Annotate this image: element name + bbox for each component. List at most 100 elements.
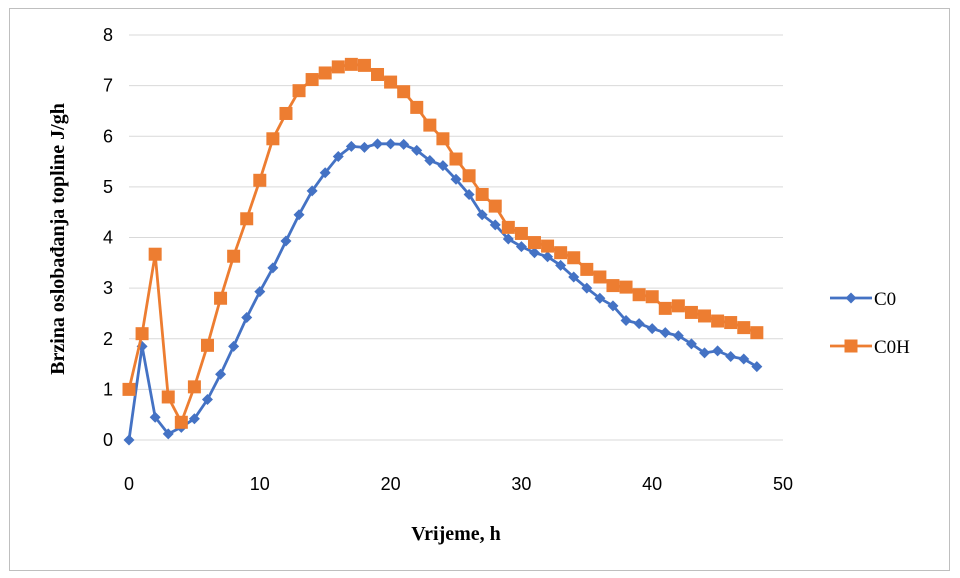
data-point [187, 380, 201, 394]
data-point [371, 67, 385, 81]
series-layer [122, 57, 764, 446]
y-tick-label: 6 [103, 126, 113, 146]
data-point [161, 390, 175, 404]
data-point [737, 321, 751, 335]
tick-labels: 0 1 2 3 4 5 6 7 8 0 10 20 30 40 50 [103, 25, 793, 494]
data-point [594, 292, 606, 304]
data-point [424, 155, 436, 167]
data-point [188, 413, 200, 425]
data-point [241, 311, 253, 323]
data-point [632, 288, 646, 302]
data-point [488, 199, 502, 213]
data-point [266, 132, 280, 146]
data-point [372, 138, 384, 150]
data-point [332, 151, 344, 162]
x-tick-label: 0 [124, 474, 134, 494]
data-point [135, 327, 149, 341]
data-point [357, 58, 371, 72]
y-tick-label: 1 [103, 379, 113, 399]
data-point [201, 394, 213, 405]
data-point [567, 251, 581, 265]
legend-label: C0 [874, 289, 896, 310]
data-point [738, 353, 750, 365]
data-point [658, 301, 672, 315]
data-point [619, 280, 633, 294]
data-point [305, 73, 319, 87]
legend-marker [844, 339, 858, 353]
y-tick-label: 7 [103, 76, 113, 96]
x-tick-label: 30 [511, 474, 531, 494]
data-point [318, 66, 332, 80]
data-point [751, 361, 763, 373]
data-point [253, 173, 267, 187]
data-point [227, 249, 241, 263]
data-point [174, 415, 188, 429]
data-point [398, 138, 410, 150]
data-point [423, 118, 437, 132]
data-point [711, 314, 725, 328]
data-point [449, 152, 463, 166]
data-point [633, 318, 645, 330]
data-point [123, 434, 135, 446]
data-point [319, 167, 331, 179]
data-point [462, 169, 476, 183]
data-point [489, 219, 501, 231]
data-point [344, 57, 358, 71]
data-point [228, 340, 240, 352]
data-point [593, 270, 607, 284]
data-point [292, 84, 306, 98]
legend-item-c0h: C0H [830, 337, 910, 358]
data-point [306, 185, 318, 197]
data-point [148, 247, 162, 261]
y-axis-title: Brzina oslobađanja topline J/gh [47, 103, 69, 375]
data-point [437, 160, 449, 172]
data-point [214, 291, 228, 305]
data-point [555, 259, 567, 271]
data-point [541, 239, 555, 253]
data-point [515, 241, 527, 253]
data-point [385, 138, 397, 150]
data-point [699, 347, 711, 359]
data-point [331, 60, 345, 74]
y-tick-label: 0 [103, 430, 113, 450]
data-point [725, 350, 737, 362]
x-tick-label: 10 [250, 474, 270, 494]
y-tick-label: 4 [103, 228, 113, 248]
data-point [149, 411, 161, 423]
x-tick-label: 40 [642, 474, 662, 494]
x-axis-title: Vrijeme, h [411, 523, 501, 545]
data-point [122, 382, 136, 396]
legend-label: C0H [874, 337, 910, 358]
data-point [240, 212, 254, 226]
data-point [527, 236, 541, 250]
data-point [450, 173, 462, 185]
data-point [646, 323, 658, 335]
data-point [358, 141, 370, 153]
chart-frame [9, 8, 950, 571]
data-point [659, 327, 671, 339]
data-point [671, 299, 685, 313]
data-point [580, 262, 594, 276]
data-point [568, 271, 580, 283]
data-point [620, 315, 632, 327]
data-point [463, 188, 475, 200]
data-point [684, 305, 698, 319]
data-point [200, 338, 214, 352]
data-point [501, 220, 515, 234]
data-point [724, 316, 738, 330]
data-point [607, 300, 619, 312]
data-point [279, 106, 293, 120]
data-point [267, 262, 279, 274]
y-tick-label: 5 [103, 177, 113, 197]
data-point [698, 309, 712, 323]
data-point [280, 235, 292, 247]
data-point [411, 144, 423, 156]
data-point [645, 290, 659, 304]
data-point [606, 279, 620, 293]
data-point [514, 226, 528, 240]
data-point [712, 345, 724, 357]
data-point [542, 251, 554, 263]
data-point [436, 132, 450, 146]
data-point [581, 282, 593, 294]
